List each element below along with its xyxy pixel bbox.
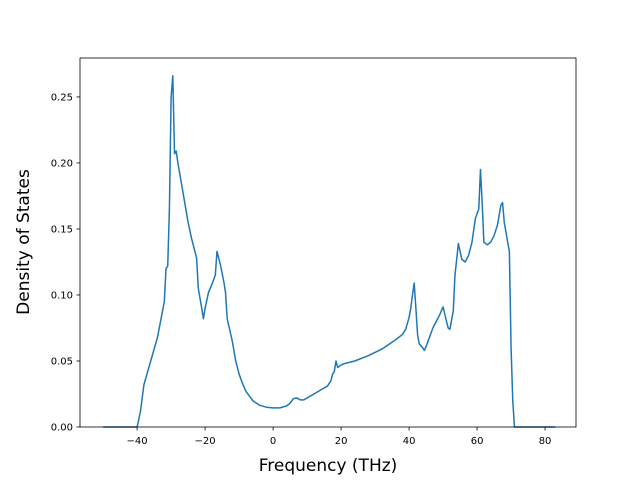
- x-tick-label: −40: [127, 436, 148, 447]
- y-tick-label: 0.25: [51, 92, 73, 103]
- y-tick-label: 0.05: [51, 356, 73, 367]
- y-tick-label: 0.10: [51, 290, 73, 301]
- line: [103, 75, 556, 428]
- x-axis-label: Frequency (THz): [259, 456, 398, 476]
- y-tick-label: 0.00: [51, 423, 73, 434]
- x-tick-label: 0: [270, 436, 276, 447]
- y-tick-label: 0.15: [51, 224, 73, 235]
- x-tick-label: 20: [335, 436, 348, 447]
- x-tick-label: 60: [471, 436, 484, 447]
- y-axis-label: Density of States: [14, 169, 34, 315]
- plot-frame: [79, 57, 577, 428]
- x-tick-label: 80: [539, 436, 552, 447]
- y-tick-label: 0.20: [51, 158, 73, 169]
- x-tick-label: 40: [403, 436, 416, 447]
- x-tick-label: −20: [195, 436, 216, 447]
